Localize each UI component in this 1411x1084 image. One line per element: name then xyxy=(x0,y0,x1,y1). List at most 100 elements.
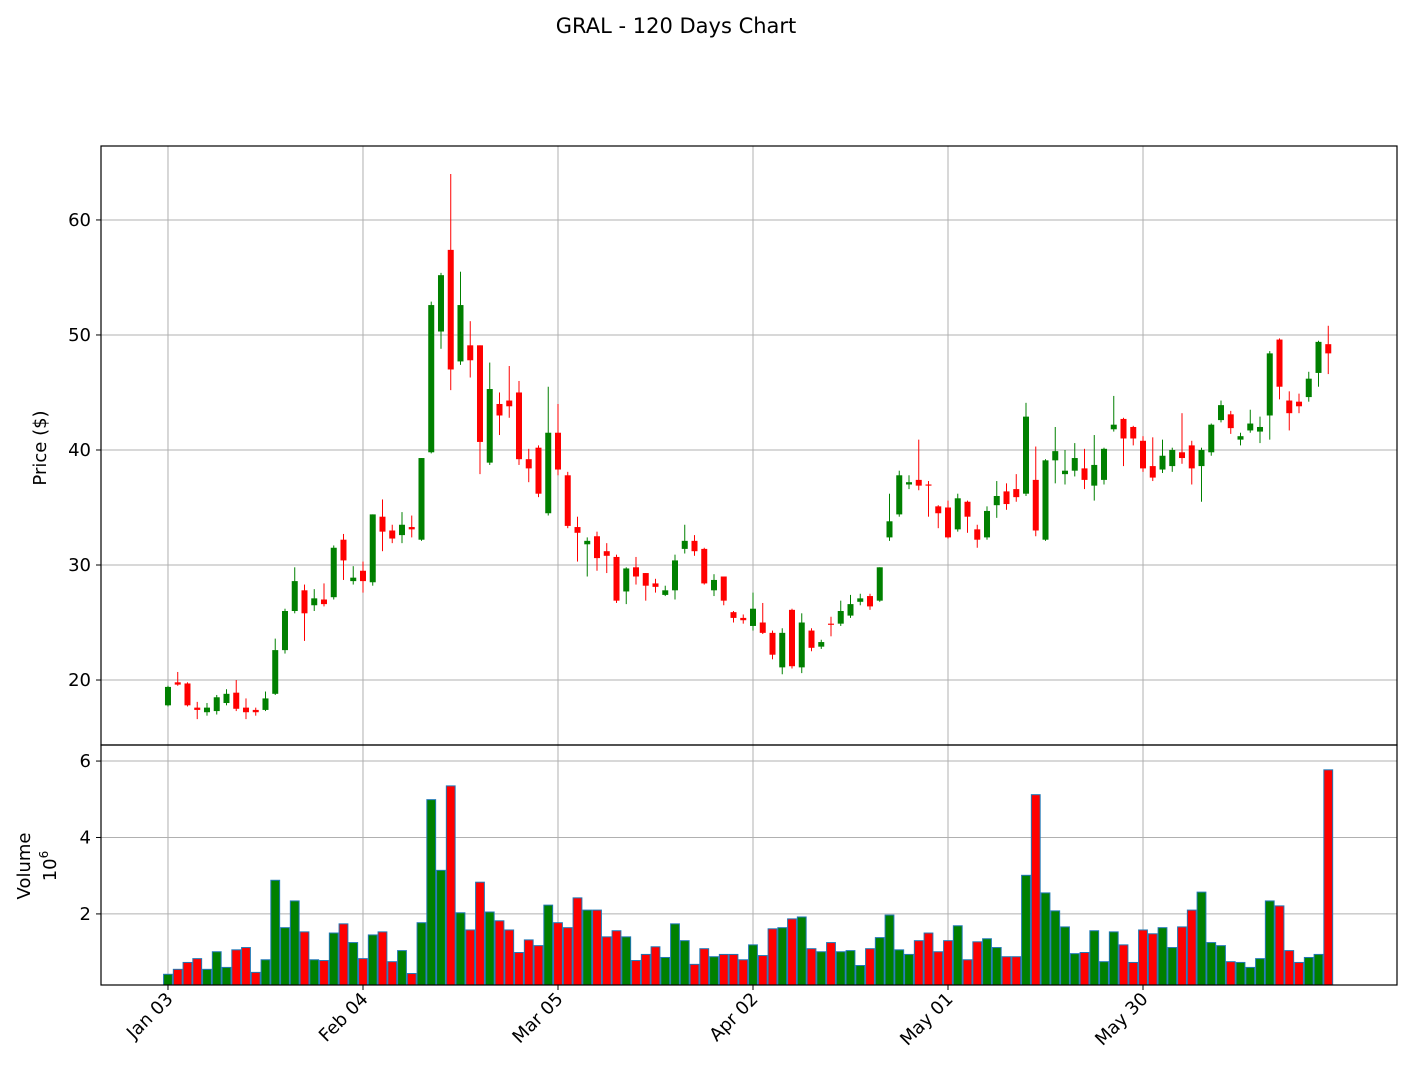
volume-bar xyxy=(338,923,349,986)
candle-body xyxy=(1149,466,1156,478)
candle-body xyxy=(857,598,864,602)
volume-bar xyxy=(1264,900,1275,986)
volume-bar xyxy=(416,922,427,986)
candle-body xyxy=(311,598,318,606)
volume-bar xyxy=(1245,966,1256,986)
volume-bar xyxy=(1021,874,1031,986)
y-tick-label: 40 xyxy=(68,440,91,461)
candle-body xyxy=(525,459,532,469)
candle-body xyxy=(574,527,581,533)
candle-body xyxy=(1120,418,1127,439)
y-tick-label: 20 xyxy=(68,670,91,691)
volume-bar xyxy=(348,942,359,986)
volume-bar xyxy=(465,929,476,986)
candle-body xyxy=(408,527,415,530)
candle-body xyxy=(720,576,727,601)
volume-bar xyxy=(738,959,749,986)
candle-body xyxy=(1247,423,1254,431)
candle-body xyxy=(652,583,659,587)
candle-body xyxy=(330,547,337,598)
candle-body xyxy=(954,498,961,530)
volume-bar xyxy=(231,949,242,986)
candle-body xyxy=(769,632,776,655)
volume-bar xyxy=(1040,892,1051,986)
y-axis-label: Price ($) xyxy=(30,410,51,485)
volume-bar xyxy=(572,897,583,986)
volume-bar xyxy=(982,938,992,986)
candle-body xyxy=(1179,452,1186,459)
volume-bar xyxy=(855,965,866,986)
volume-bar xyxy=(631,960,641,986)
candle-body xyxy=(886,521,893,538)
volume-bar xyxy=(553,922,563,986)
volume-bar xyxy=(250,971,261,986)
volume-bar xyxy=(1294,961,1304,986)
volume-bar xyxy=(367,934,378,986)
volume-bar xyxy=(504,929,515,986)
candle-body xyxy=(369,514,376,583)
volume-bar xyxy=(1147,933,1158,986)
volume-bar xyxy=(1206,942,1217,986)
candle-body xyxy=(262,698,269,710)
candle-body xyxy=(1081,468,1088,480)
y-tick-label: 60 xyxy=(68,210,91,231)
candle-body xyxy=(613,556,620,601)
volume-bar xyxy=(387,961,398,986)
candle-body xyxy=(1325,344,1332,354)
volume-bar xyxy=(943,940,953,986)
candle-body xyxy=(896,475,903,515)
volume-bar xyxy=(1196,891,1207,986)
candle-body xyxy=(642,573,649,586)
candle-body xyxy=(662,590,669,595)
volume-bar xyxy=(757,955,768,986)
candle-body xyxy=(233,692,240,709)
candle-body xyxy=(447,249,454,370)
candle-body xyxy=(1218,405,1225,421)
candle-body xyxy=(779,632,786,668)
volume-scale: 106 xyxy=(37,851,61,882)
candle-body xyxy=(593,536,600,559)
volume-bar xyxy=(533,945,544,986)
volume-axis-label: Volume xyxy=(14,833,35,900)
candle-body xyxy=(340,539,347,561)
volume-bar xyxy=(640,953,651,986)
candle-body xyxy=(1023,416,1030,494)
candle-body xyxy=(379,516,386,532)
volume-bar xyxy=(406,973,417,986)
volume-bar xyxy=(1186,909,1197,986)
candle-body xyxy=(359,570,366,582)
candle-body xyxy=(1013,489,1020,498)
candle-body xyxy=(1198,449,1205,467)
volume-bar xyxy=(1050,910,1061,986)
volume-bar xyxy=(894,949,905,986)
volume-bar xyxy=(835,951,846,986)
candle-body xyxy=(710,579,717,591)
volume-bar xyxy=(1216,945,1226,986)
candle-body xyxy=(847,604,854,616)
candle-body xyxy=(837,611,844,624)
volume-bar xyxy=(806,948,817,986)
volume-bar xyxy=(796,916,807,986)
candle-body xyxy=(603,551,610,556)
volume-bar xyxy=(358,958,368,986)
volume-bar xyxy=(923,932,934,986)
y-tick-label: 2 xyxy=(80,904,91,925)
volume-bar xyxy=(309,959,320,986)
candle-body xyxy=(1266,353,1273,416)
volume-bar xyxy=(182,961,193,986)
candle-body xyxy=(1062,470,1069,475)
volume-bar xyxy=(777,927,788,986)
candle-body xyxy=(1159,455,1166,470)
candle-body xyxy=(301,590,308,614)
candle-body xyxy=(272,650,279,694)
candle-body xyxy=(584,540,591,545)
candle-body xyxy=(535,447,542,494)
candle-body xyxy=(876,567,883,601)
candle-body xyxy=(213,697,220,712)
candle-body xyxy=(818,642,825,647)
candle-body xyxy=(1276,339,1283,387)
candle-body xyxy=(486,389,493,463)
volume-bar xyxy=(709,956,719,986)
volume-bar xyxy=(1255,958,1265,986)
candle-body xyxy=(1140,440,1147,469)
